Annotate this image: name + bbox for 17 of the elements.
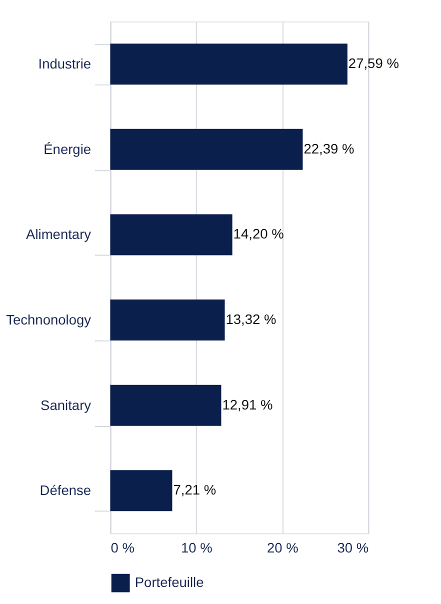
data-label: 27,59 % [348,56,399,72]
data-label: 7,21 % [173,482,216,498]
y-tick-label: Industrie [38,56,92,72]
data-label: 12,91 % [222,397,273,412]
data-label: 13,32 % [226,312,276,327]
x-tick-label: 0 % [110,540,134,556]
y-tick-label: Alimentary [26,227,92,242]
data-label: 14,20 % [233,226,284,242]
y-tick-label: Sanitary [40,398,92,413]
y-tick-label: Technonology [6,312,92,328]
y-tick-label: Énergie [44,142,92,157]
data-label: 22,39 % [304,141,354,156]
x-tick-label: 20 % [266,540,298,556]
x-tick-label: 30 % [337,540,369,556]
x-tick-label: 10 % [181,540,212,556]
legend-label: Portefeuille [134,574,204,590]
y-tick-label: Défense [40,483,92,498]
